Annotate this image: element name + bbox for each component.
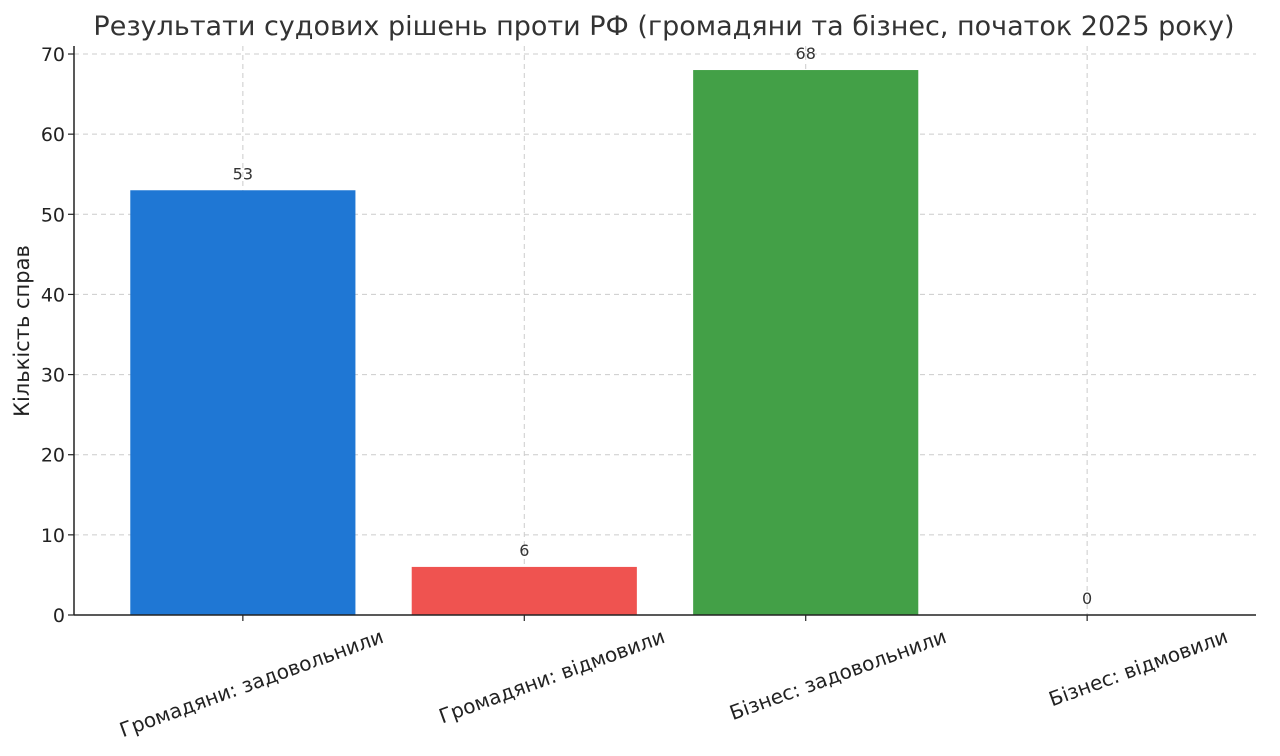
bar-value-label: 6 <box>519 541 529 560</box>
y-tick-label: 20 <box>41 445 65 467</box>
y-tick-label: 10 <box>41 525 65 547</box>
bar <box>130 190 356 615</box>
y-ticks: 0 10 20 30 40 50 60 70 <box>41 44 74 627</box>
bar <box>411 566 637 615</box>
bar <box>693 70 919 616</box>
bar-value-label: 53 <box>233 164 253 183</box>
y-tick-label: 60 <box>41 124 65 146</box>
y-tick-label: 50 <box>41 204 65 226</box>
x-tick-label: Бізнес: відмовили <box>1046 624 1231 711</box>
y-tick-label: 70 <box>41 44 65 66</box>
bars <box>130 70 919 616</box>
y-tick-label: 0 <box>53 605 65 627</box>
axes <box>73 46 1256 616</box>
y-tick-label: 30 <box>41 365 65 387</box>
x-tick-label: Громадяни: задовольнили <box>116 624 386 742</box>
x-ticks: Громадяни: задовольнили Громадяни: відмов… <box>116 615 1231 742</box>
y-axis-label: Кількість справ <box>10 245 34 417</box>
y-tick-label: 40 <box>41 284 65 306</box>
value-labels: 53 6 68 0 <box>233 44 1093 608</box>
x-tick-label: Громадяни: відмовили <box>436 624 668 728</box>
bar-value-label: 68 <box>796 44 816 63</box>
chart-title: Результати судових рішень проти РФ (гром… <box>93 11 1234 42</box>
bar-value-label: 0 <box>1082 589 1092 608</box>
x-tick-label: Бізнес: задовольнили <box>726 624 949 725</box>
